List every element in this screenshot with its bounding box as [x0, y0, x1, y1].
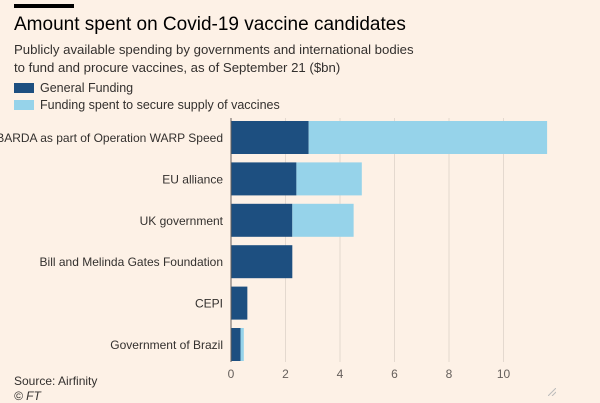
category-label: UK government [140, 214, 224, 228]
chart-subtitle: Publicly available spending by governmen… [14, 42, 414, 75]
category-label: Government of Brazil [110, 338, 223, 352]
bar-general-funding [231, 162, 297, 196]
bar-general-funding [231, 328, 241, 361]
copyright-note: © FT [14, 389, 41, 403]
legend: General Funding Funding spent to secure … [14, 80, 280, 114]
x-tick-label: 4 [337, 367, 344, 381]
source-note: Source: Airfinity [14, 374, 98, 388]
legend-label-general: General Funding [40, 81, 134, 95]
x-tick-label: 6 [391, 367, 398, 381]
chart-title: Amount spent on Covid-19 vaccine candida… [14, 14, 406, 35]
x-tick-label: 10 [497, 367, 511, 381]
bar-supply-funding [240, 328, 244, 361]
legend-item-general: General Funding [14, 80, 280, 96]
legend-swatch-supply [14, 100, 34, 110]
x-tick-label: 2 [282, 367, 289, 381]
bar-general-funding [231, 286, 248, 320]
category-label: CEPI [195, 297, 223, 311]
legend-label-supply: Funding spent to secure supply of vaccin… [40, 98, 280, 112]
x-tick-label: 0 [228, 367, 235, 381]
category-label: Bill and Melinda Gates Foundation [40, 255, 223, 269]
legend-item-supply: Funding spent to secure supply of vaccin… [14, 97, 280, 113]
x-tick-label: 8 [446, 367, 453, 381]
resize-handle-icon [548, 388, 556, 396]
bar-general-funding [231, 203, 293, 237]
category-label: EU alliance [162, 172, 223, 186]
bar-supply-funding [296, 162, 362, 196]
bar-supply-funding [308, 121, 548, 154]
bar-general-funding [231, 121, 309, 154]
title-bar-decoration [14, 4, 74, 8]
legend-swatch-general [14, 83, 34, 93]
bar-general-funding [231, 245, 293, 279]
category-label: BARDA as part of Operation WARP Speed [0, 131, 223, 145]
bar-supply-funding [292, 203, 354, 237]
